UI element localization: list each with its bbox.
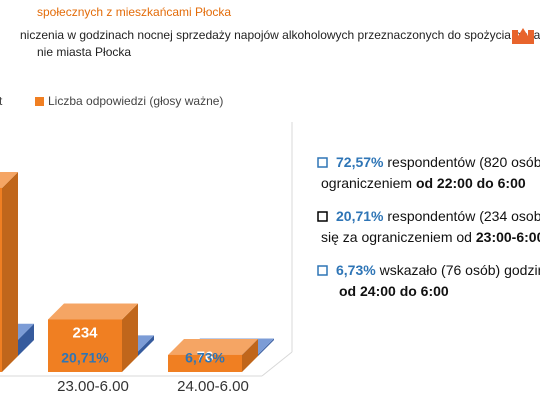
bullet-marker xyxy=(317,211,328,222)
bar-side xyxy=(242,338,258,372)
bar-front xyxy=(0,187,2,372)
summary-segment: 20,71% xyxy=(336,208,384,224)
bullet-marker xyxy=(317,157,328,168)
summary-segment: wskazało (76 osób) godziny xyxy=(376,262,540,278)
x-tick-label: 24.00-6.00 xyxy=(177,378,249,395)
value-label: 20,71% xyxy=(61,350,109,366)
chart-walls xyxy=(0,122,293,377)
slide-title: społecznych z mieszkańcami Płocka xyxy=(37,5,231,19)
legend-label: ocent xyxy=(0,94,3,108)
bar-front xyxy=(168,354,242,372)
summary-line: 6,73% wskazało (76 osób) godziny xyxy=(336,262,540,278)
summary-line: 72,57% respondentów (820 osób) ( xyxy=(336,154,540,170)
bar xyxy=(168,338,258,372)
bar-side xyxy=(258,338,274,356)
floor-edge xyxy=(261,351,293,377)
x-tick-label: 23.00-6.00 xyxy=(57,378,129,395)
bar-front xyxy=(48,319,122,372)
summary-line: się za ograniczeniem od 23:00-6:00 xyxy=(321,229,540,245)
summary-segment: 6,73% xyxy=(336,262,376,278)
value-label: 234 xyxy=(72,325,98,342)
bar xyxy=(0,171,18,372)
summary-segment: respondentów (820 osób) ( xyxy=(383,154,540,170)
summary-segment: od 22:00 do 6:00 xyxy=(416,175,526,191)
summary-segment: respondentów (234 osoby xyxy=(383,208,540,224)
logo xyxy=(512,28,534,44)
summary-segment: się za ograniczeniem od xyxy=(321,229,476,245)
summary-line: ograniczeniem od 22:00 do 6:00 xyxy=(321,175,526,191)
subtitle-line: nie miasta Płocka xyxy=(37,45,131,59)
summary-line: od 24:00 do 6:00 xyxy=(339,283,449,299)
bar-side xyxy=(2,171,18,372)
bar-side xyxy=(138,335,154,356)
bar-side xyxy=(18,323,34,356)
value-label: 6,73% xyxy=(185,350,225,366)
summary-line: 20,71% respondentów (234 osoby xyxy=(336,208,540,224)
summary-segment: 23:00-6:00 xyxy=(476,229,540,245)
value-label: 76 xyxy=(197,348,214,365)
summary-segment: 72,57% xyxy=(336,154,384,170)
summary-segment: od 24:00 do 6:00 xyxy=(339,283,449,299)
bar-top xyxy=(168,338,258,355)
bar xyxy=(48,303,138,372)
legend-swatch xyxy=(35,97,44,106)
logo-shape xyxy=(512,28,534,44)
bar-top xyxy=(48,303,138,320)
summary-text: 72,57% respondentów (820 osób) ( ogranicz… xyxy=(317,154,540,299)
bullet-marker xyxy=(317,265,328,276)
chart: ocent Liczba odpowiedzi (głosy ważne) 234 2… xyxy=(0,94,274,395)
bar-side xyxy=(122,303,138,372)
bar-top xyxy=(0,171,18,188)
summary-segment: ograniczeniem xyxy=(321,175,416,191)
subtitle-line: niczenia w godzinach nocnej sprzedaży na… xyxy=(20,28,540,42)
legend-label: Liczba odpowiedzi (głosy ważne) xyxy=(48,94,223,108)
